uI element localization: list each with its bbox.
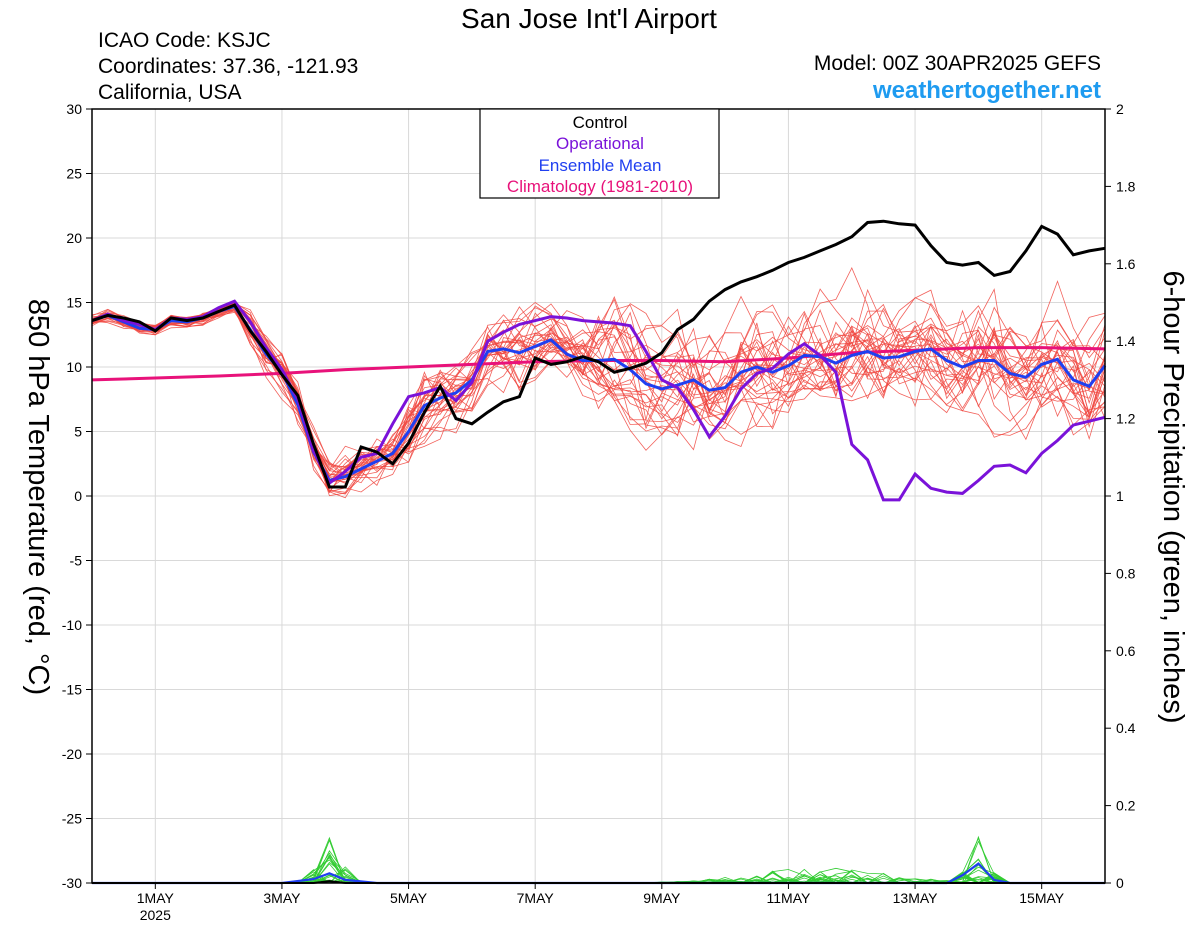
site-link[interactable]: weathertogether.net [872, 77, 1101, 104]
ensemble-member-line [91, 280, 1106, 493]
y-tick-label: 20 [66, 230, 82, 246]
y-tick-label: 5 [74, 424, 82, 440]
ensemble-member-line [91, 298, 1106, 474]
y-tick-label: 30 [66, 101, 82, 117]
ensemble-member-line [91, 303, 1106, 480]
y2-tick-label: 1.8 [1116, 178, 1136, 194]
y2-tick-label: 0 [1116, 875, 1124, 891]
x-tick-label: 3MAY [263, 890, 301, 906]
precip-member-line [92, 836, 1105, 884]
gridlines [92, 109, 1105, 883]
x-tick-label: 1MAY [137, 890, 175, 906]
legend-control: Control [573, 113, 628, 132]
legend-climatology: Climatology (1981-2010) [507, 177, 693, 196]
x-tick-label: 5MAY [390, 890, 428, 906]
precip-member-line [92, 835, 1105, 884]
y-tick-label: 0 [74, 488, 82, 504]
right-axis-title: 6-hour Precipitation (green, inches) [1157, 271, 1189, 724]
x-tick-label: 11MAY [767, 890, 811, 906]
precip-member-line [92, 837, 1105, 884]
ensemble-member-line [91, 267, 1106, 484]
x-tick-label: 9MAY [643, 890, 681, 906]
ensemble-member-line [91, 303, 1106, 486]
y2-tick-label: 1.6 [1116, 256, 1136, 272]
legend-ensemble-mean: Ensemble Mean [539, 156, 662, 175]
y-tick-label: 10 [66, 359, 82, 375]
y-tick-label: -5 [70, 553, 83, 569]
y-tick-label: -30 [62, 875, 82, 891]
y-tick-label: -20 [62, 746, 82, 762]
y2-tick-label: 1 [1116, 488, 1124, 504]
legend: Control Operational Ensemble Mean Climat… [479, 108, 720, 199]
main-series [91, 219, 1107, 502]
y-tick-label: 25 [66, 166, 82, 182]
precip-member-line [92, 840, 1105, 884]
control-line [91, 219, 1106, 489]
operational-line [91, 299, 1106, 502]
y2-tick-label: 1.2 [1116, 411, 1136, 427]
y-tick-label: -10 [62, 617, 82, 633]
y2-tick-label: 0.6 [1116, 643, 1136, 659]
y-tick-label: -15 [62, 682, 82, 698]
chart-title: San Jose Int'l Airport [461, 3, 717, 34]
x-tick-label: 13MAY [893, 890, 939, 906]
legend-operational: Operational [556, 134, 644, 153]
y-tick-label: 15 [66, 295, 82, 311]
y2-tick-label: 1.4 [1116, 333, 1136, 349]
left-axis-ticks: 30 25 20 15 10 5 0 -5 -10 -15 -20 -25 -30 [62, 101, 92, 891]
y2-tick-label: 2 [1116, 101, 1124, 117]
ensemble-member-line [91, 303, 1106, 497]
y2-tick-label: 0.4 [1116, 720, 1136, 736]
x-tick-sublabel: 2025 [140, 907, 171, 923]
x-tick-label: 15MAY [1019, 890, 1065, 906]
model-run: Model: 00Z 30APR2025 GEFS [814, 52, 1101, 75]
region: California, USA [98, 81, 242, 104]
left-axis-title: 850 hPa Temperature (red, °C) [22, 299, 54, 695]
precip-series [92, 835, 1105, 885]
x-tick-label: 7MAY [517, 890, 555, 906]
legend-box [479, 108, 720, 199]
icao-code: ICAO Code: KSJC [98, 29, 271, 52]
y2-tick-label: 0.2 [1116, 798, 1136, 814]
precip-mean-line [92, 862, 1105, 885]
right-axis-ticks: 2 1.8 1.6 1.4 1.2 1 0.8 0.6 0.4 0.2 0 [1105, 101, 1136, 891]
precip-member-line [92, 839, 1105, 884]
ensemble-member-line [91, 309, 1106, 483]
precip-member-line [92, 838, 1105, 884]
coordinates: Coordinates: 37.36, -121.93 [98, 55, 358, 78]
ensemble-member-line [91, 308, 1106, 499]
y2-tick-label: 0.8 [1116, 565, 1136, 581]
y-tick-label: -25 [62, 811, 82, 827]
